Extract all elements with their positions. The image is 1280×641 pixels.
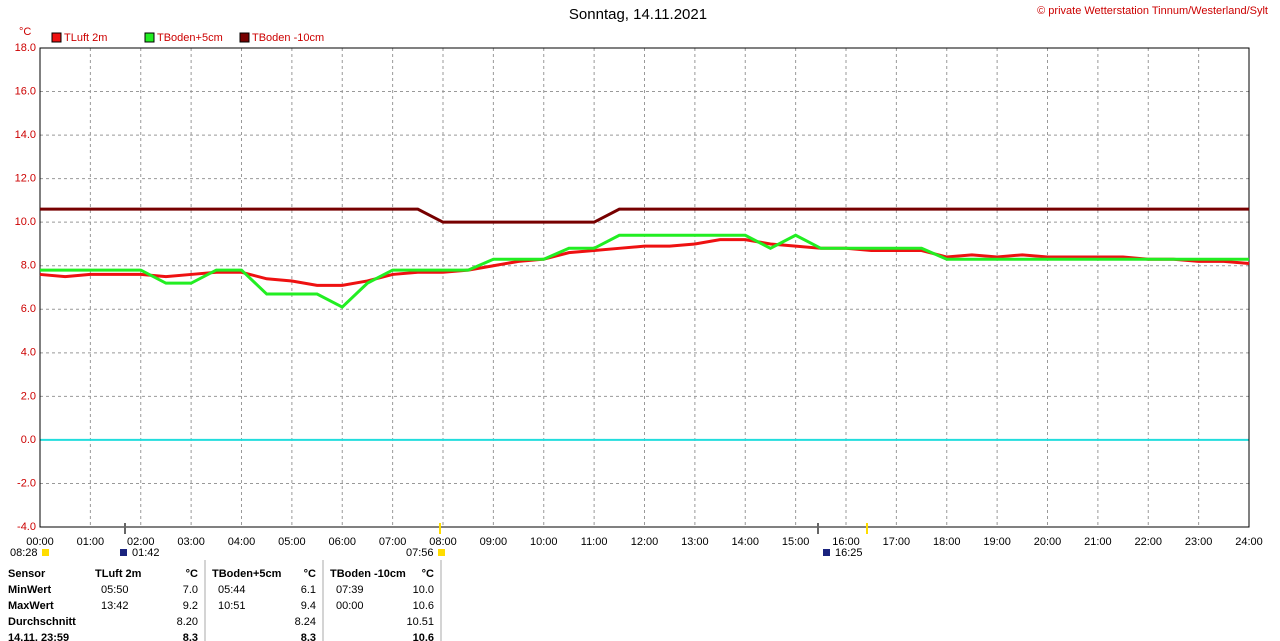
source-note: © private Wetterstation Tinnum/Westerlan… — [1037, 5, 1268, 17]
y-tick-label: 0.0 — [21, 434, 36, 446]
stats-table: Sensor TLuft 2m °C TBoden+5cm °C TBoden -10cm… — [8, 560, 442, 641]
table-cell: 10.6 — [413, 600, 434, 612]
x-tick-label: 00:00 — [26, 536, 54, 548]
legend-swatch — [51, 32, 62, 43]
y-tick-label: 6.0 — [21, 303, 36, 315]
table-cell: 6.1 — [301, 584, 316, 596]
x-tick-label: 18:00 — [933, 536, 961, 548]
x-tick-label: 01:00 — [77, 536, 105, 548]
x-tick-label: 05:00 — [278, 536, 306, 548]
x-tick-label: 13:00 — [681, 536, 709, 548]
table-cell: 8.3 — [301, 632, 316, 641]
event-icon — [42, 549, 49, 556]
table-cell: 9.4 — [301, 600, 316, 612]
x-tick-label: 08:00 — [429, 536, 457, 548]
x-tick-label: 07:00 — [379, 536, 407, 548]
x-tick-label: 20:00 — [1034, 536, 1062, 548]
table-cell: 10.51 — [406, 616, 434, 628]
x-tick-label: 14:00 — [731, 536, 759, 548]
series-line — [40, 233, 1249, 309]
legend-swatch — [144, 32, 155, 43]
table-cell: 05:50 — [101, 584, 129, 596]
table-cell: 10:51 — [218, 600, 246, 612]
legend-label: TBoden -10cm — [252, 32, 324, 44]
table-cell: MinWert — [8, 584, 52, 596]
y-tick-label: 16.0 — [15, 85, 36, 97]
y-tick-label: 18.0 — [15, 42, 36, 54]
y-unit: °C — [19, 26, 31, 38]
table-cell: 8.24 — [295, 616, 316, 628]
table-header: °C — [422, 568, 434, 580]
x-tick-label: 06:00 — [328, 536, 356, 548]
table-header: °C — [304, 568, 316, 580]
x-tick-label: 17:00 — [883, 536, 911, 548]
legend-swatch — [239, 32, 250, 43]
x-tick-label: 22:00 — [1134, 536, 1162, 548]
table-cell: 00:00 — [336, 600, 364, 612]
y-tick-label: 2.0 — [21, 390, 36, 402]
event-time: 01:42 — [132, 547, 160, 559]
x-tick-label: 16:00 — [832, 536, 860, 548]
y-tick-label: 4.0 — [21, 347, 36, 359]
table-cell: MaxWert — [8, 600, 54, 612]
x-tick-label: 19:00 — [983, 536, 1011, 548]
table-cell: 07:39 — [336, 584, 364, 596]
x-tick-label: 15:00 — [782, 536, 810, 548]
table-cell: 10.6 — [413, 632, 434, 641]
table-cell: 9.2 — [183, 600, 198, 612]
table-cell: 8.3 — [183, 632, 198, 641]
x-tick-label: 09:00 — [480, 536, 508, 548]
y-tick-label: 8.0 — [21, 260, 36, 272]
plot-frame — [39, 47, 1250, 528]
event-time: 07:56 — [406, 547, 434, 559]
x-tick-label: 11:00 — [581, 536, 608, 548]
x-tick-label: 21:00 — [1084, 536, 1112, 548]
x-tick-label: 23:00 — [1185, 536, 1213, 548]
legend-label: TBoden+5cm — [157, 32, 223, 44]
table-header: °C — [186, 568, 198, 580]
x-tick-label: 10:00 — [530, 536, 558, 548]
chart-title: Sonntag, 14.11.2021 — [569, 6, 707, 23]
table-cell: 14.11. 23:59 — [8, 632, 69, 641]
table-cell: 10.0 — [413, 584, 434, 596]
event-icon — [120, 549, 127, 556]
table-header: TBoden -10cm — [330, 568, 406, 580]
y-tick-label: -2.0 — [17, 477, 36, 489]
x-tick-label: 24:00 — [1235, 536, 1263, 548]
event-time: 08:28 — [10, 547, 38, 559]
table-header: Sensor — [8, 568, 46, 580]
x-tick-label: 04:00 — [228, 536, 256, 548]
x-tick-label: 02:00 — [127, 536, 155, 548]
table-header: TLuft 2m — [95, 568, 142, 580]
series-line — [40, 207, 1249, 224]
table-header: TBoden+5cm — [212, 568, 282, 580]
table-cell: Durchschnitt — [8, 616, 76, 628]
y-tick-label: 12.0 — [15, 173, 36, 185]
x-tick-label: 12:00 — [631, 536, 659, 548]
table-cell: 05:44 — [218, 584, 246, 596]
event-icon — [823, 549, 830, 556]
y-tick-label: 10.0 — [15, 216, 36, 228]
series-line — [39, 238, 1250, 287]
table-cell: 13:42 — [101, 600, 129, 612]
event-icon — [438, 549, 445, 556]
legend-label: TLuft 2m — [64, 32, 107, 44]
x-tick-label: 03:00 — [177, 536, 205, 548]
table-cell: 8.20 — [177, 616, 198, 628]
y-tick-label: -4.0 — [17, 521, 36, 533]
event-time: 16:25 — [835, 547, 863, 559]
table-cell: 7.0 — [183, 584, 198, 596]
y-tick-label: 14.0 — [15, 129, 36, 141]
